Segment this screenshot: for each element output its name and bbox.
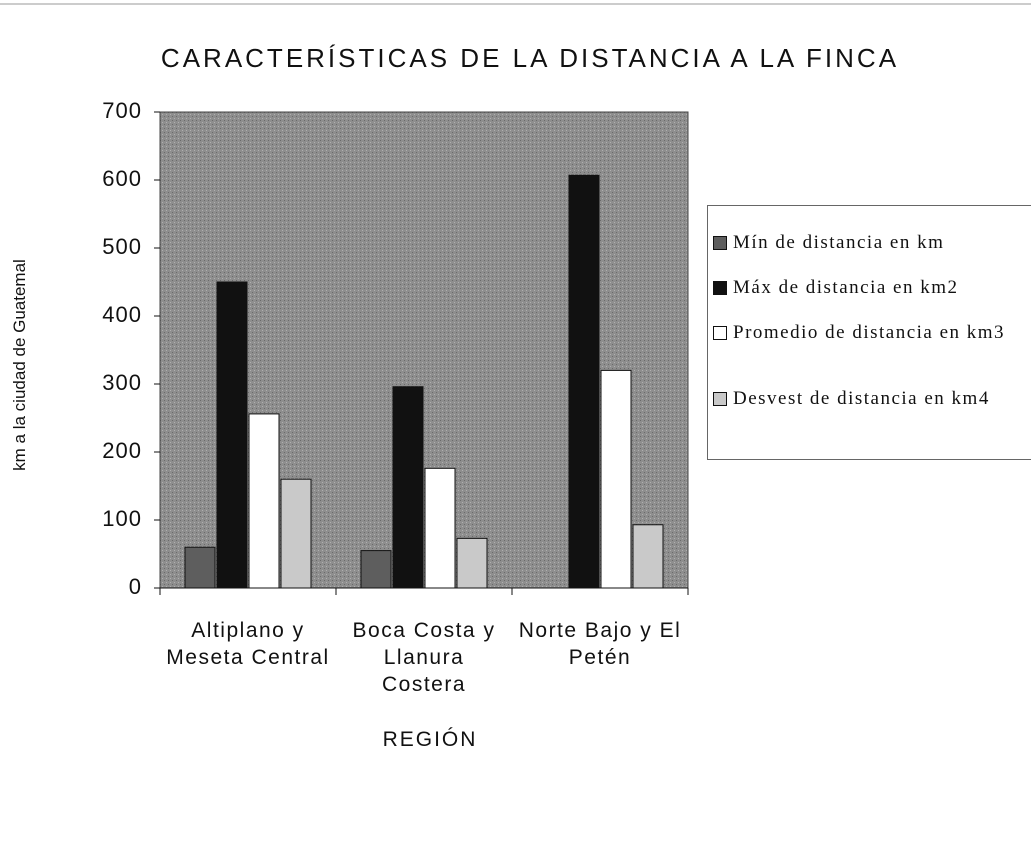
y-tick-label: 600: [102, 166, 142, 191]
bar: [248, 413, 280, 589]
legend-swatch: [713, 392, 727, 406]
bar: [280, 478, 312, 589]
bar: [600, 369, 632, 589]
bar: [568, 174, 600, 589]
y-tick-label: 200: [102, 438, 142, 463]
bar: [424, 467, 456, 589]
legend-label: Máx de distancia en km2: [733, 277, 959, 298]
x-axis-label: REGIÓN: [382, 728, 478, 751]
x-tick-label: Norte Bajo y El Petén: [518, 619, 682, 669]
y-axis-label: km a la ciudad de Guatemal: [10, 259, 29, 471]
bar: [216, 281, 248, 589]
legend-label: Mín de distancia en km: [733, 232, 945, 253]
bar: [184, 546, 216, 589]
y-tick-label: 300: [102, 370, 142, 395]
x-tick-label: Boca Costa y Llanura Costera: [352, 619, 496, 696]
legend-swatch: [713, 326, 727, 340]
chart-title: CARACTERÍSTICAS DE LA DISTANCIA A LA FIN…: [160, 43, 900, 73]
bar: [632, 524, 664, 589]
y-tick-label: 700: [102, 98, 142, 123]
y-tick-label: 100: [102, 506, 142, 531]
legend: [707, 205, 1031, 460]
y-tick-label: 400: [102, 302, 142, 327]
legend-label: Desvest de distancia en km4: [733, 388, 990, 409]
x-tick-label: Altiplano y Meseta Central: [166, 619, 330, 669]
legend-label: Promedio de distancia en km3: [733, 322, 1006, 343]
bar: [456, 537, 488, 589]
legend-swatch: [713, 236, 727, 250]
y-tick-label: 500: [102, 234, 142, 259]
legend-swatch: [713, 281, 727, 295]
bar: [360, 550, 392, 589]
bar: [392, 386, 424, 589]
y-tick-label: 0: [129, 574, 142, 599]
